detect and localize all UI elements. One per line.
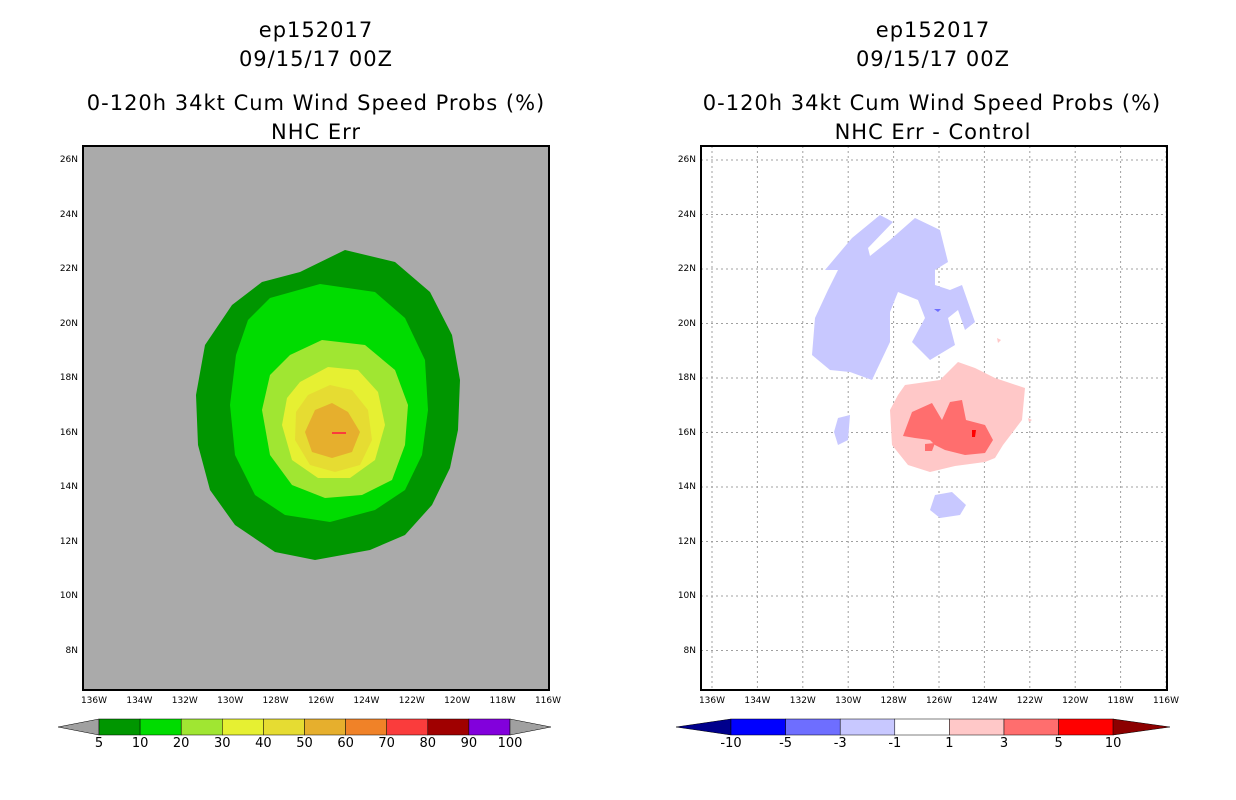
right-contour-neg [812,215,975,380]
left-lon-label: 132W [171,696,198,706]
right-colorbar-box [730,718,786,736]
left-colorbar-label: 30 [214,736,231,751]
left-colorbar-label: 70 [378,736,395,751]
right-lat-label: 12N [677,536,696,547]
right-colorbar-label: -10 [720,736,742,751]
right-dot-neg [934,309,941,312]
left-lat-label: 16N [59,427,78,438]
left-lon-label: 126W [307,696,335,706]
right-lat-label: 24N [677,209,696,220]
left-colorbar-label: 20 [172,736,190,751]
right-contour-neg-small [834,415,850,445]
left-lon-label: 136W [80,696,108,706]
right-peak-marker [972,430,976,437]
left-lat-label: 8N [65,645,78,656]
right-colorbar-box [894,718,950,736]
left-colorbar-label: 50 [296,736,313,751]
left-colorbar-label: 60 [337,736,354,751]
right-lon-label: 120W [1062,696,1089,706]
right-colorbar-low-arrow [675,718,732,736]
right-lat-label: 22N [677,264,696,274]
left-lon-label: 116W [534,696,562,706]
left-lon-label: 118W [489,696,516,706]
right-title-product: 0-120h 34kt Cum Wind Speed Probs (%) [702,91,1162,115]
right-colorbar-label: -3 [833,736,847,751]
right-lat-label: 14N [677,482,696,492]
right-lat-label: 18N [677,373,696,383]
left-lat-label: 14N [59,482,78,492]
right-colorbar-box [1003,718,1059,736]
right-lon-label: 118W [1107,696,1134,706]
right-colorbar-label: -1 [888,736,902,751]
right-lon-label: 128W [880,696,907,706]
right-colorbar-high-arrow [1112,718,1171,736]
right-lat-label: 26N [677,155,696,165]
right-dot-pos-2 [1028,418,1032,422]
right-colorbar-label: 3 [999,736,1009,751]
right-dot-pos-3 [925,443,935,451]
right-colorbar-box [949,718,1005,736]
right-lat-label: 8N [683,645,696,656]
right-colorbar-box [785,718,841,736]
right-lat-label: 20N [677,318,696,329]
right-title-subtitle: NHC Err - Control [834,120,1032,144]
right-dot-pos-1 [997,338,1001,343]
left-colorbar-label: 5 [94,736,104,751]
left-lon-label: 124W [353,696,380,706]
left-lat-label: 26N [59,155,78,165]
right-map-frame [700,145,1168,691]
left-lat-label: 18N [59,373,78,383]
right-colorbar-label: 1 [945,736,954,751]
right-colorbar-label: 10 [1104,736,1122,751]
left-colorbar-high-arrow [509,718,552,736]
left-lon-label: 122W [398,696,425,706]
right-colorbar-box [839,718,896,736]
left-lon-label: 120W [444,696,471,706]
left-lon-label: 134W [126,696,153,706]
left-colorbar-label: 10 [131,736,149,751]
right-lon-label: 116W [1152,696,1180,706]
left-contour-50 [305,403,360,458]
left-lat-label: 22N [59,264,78,274]
left-colorbar-label: 80 [419,736,437,751]
right-contour-pos-mid [903,400,993,455]
right-lat-label: 10N [677,591,696,601]
right-contour-neg-south [930,492,966,518]
right-colorbar-label: 5 [1054,736,1063,751]
left-colorbar-label: 100 [497,736,523,751]
right-lon-label: 122W [1016,696,1043,706]
left-colorbar-label: 90 [460,736,478,751]
right-lon-label: 136W [698,696,726,706]
left-lat-label: 24N [59,209,78,220]
right-colorbar-box [1058,718,1114,736]
right-lon-label: 130W [835,696,862,706]
left-title-product: 0-120h 34kt Cum Wind Speed Probs (%) [86,91,546,115]
right-lon-label: 124W [971,696,998,706]
right-lon-label: 132W [789,696,816,706]
right-lon-label: 126W [925,696,953,706]
right-colorbar-label: -5 [779,736,793,751]
left-title-storm-id: ep152017 [258,18,374,42]
right-title-date: 09/15/17 00Z [855,47,1011,71]
left-lat-label: 10N [59,591,78,601]
left-lon-label: 130W [217,696,244,706]
left-title-date: 09/15/17 00Z [238,47,394,71]
left-colorbar-label: 40 [255,736,272,751]
right-lon-label: 134W [744,696,771,706]
left-map-frame [82,145,550,691]
left-lat-label: 12N [59,536,78,547]
right-title-storm-id: ep152017 [875,18,991,42]
left-title-subtitle: NHC Err [270,120,361,144]
left-lon-label: 128W [262,696,289,706]
left-lat-label: 20N [59,318,78,329]
right-lat-label: 16N [677,427,696,438]
